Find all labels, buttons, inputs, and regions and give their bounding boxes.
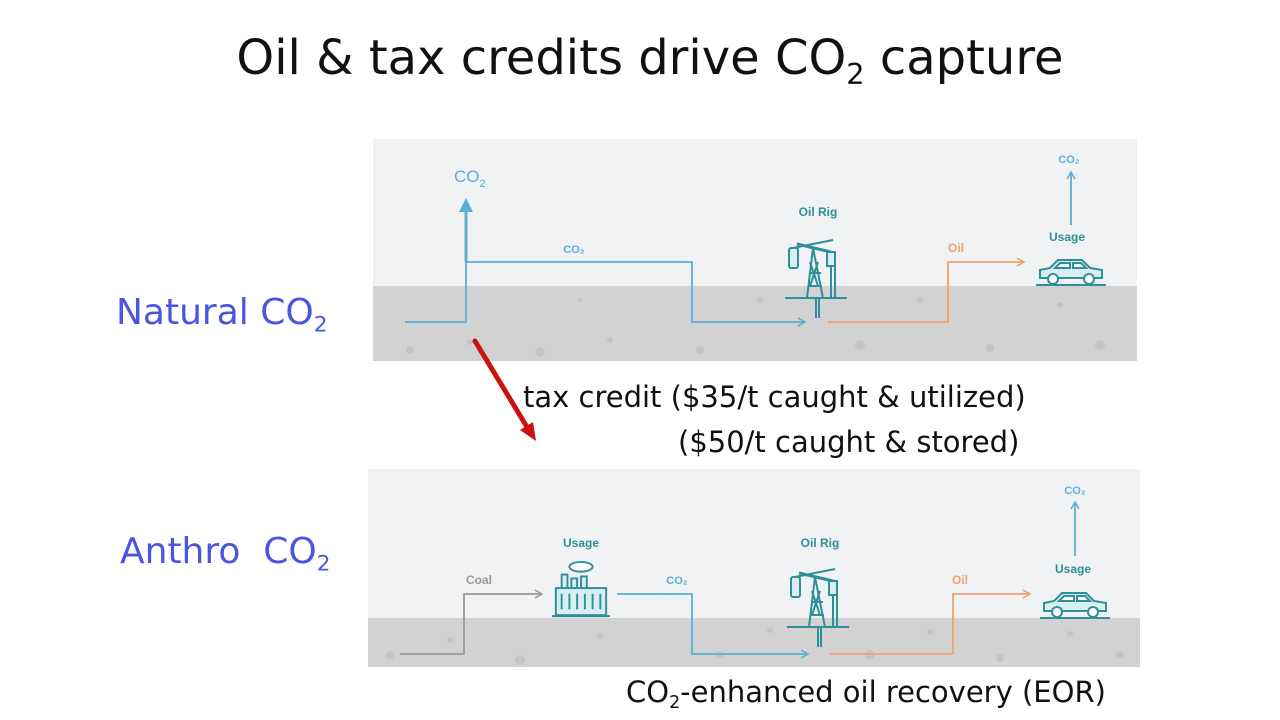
title-subscript: 2 xyxy=(846,57,865,92)
anthro-emission-label: CO₂ xyxy=(1064,485,1086,497)
anthro-co2-flow-label: CO₂ xyxy=(666,575,688,587)
anthro-oil-rig-label: Oil Rig xyxy=(801,536,840,550)
natural-ground-texture xyxy=(406,297,1105,357)
natural-usage-label: Usage xyxy=(1049,230,1085,244)
slide-title: Oil & tax credits drive CO2 capture xyxy=(0,30,1280,88)
eor-co-text: CO xyxy=(626,675,670,709)
natural-label-text: Natural CO xyxy=(116,292,314,333)
anthro-oil-flow-arrow xyxy=(830,589,1032,655)
natural-left-co2-label: CO2 xyxy=(454,167,486,190)
title-text: Oil & tax credits drive CO xyxy=(236,30,847,86)
natural-oil-flow-arrow xyxy=(828,257,1026,323)
anthro-label-text: Anthro CO xyxy=(120,531,317,572)
anthro-co2-label: Anthro CO2 xyxy=(120,531,331,575)
natural-ground xyxy=(373,286,1137,361)
anthro-oil-label: Oil xyxy=(952,573,968,587)
anthro-panel: Coal Usage CO₂ Oil Rig Oil Usage CO₂ xyxy=(368,469,1140,667)
anthro-usage-label: Usage xyxy=(1055,562,1091,576)
anthro-plant-usage-label: Usage xyxy=(563,536,599,550)
natural-panel: CO2 CO₂ Oil Rig Oil Usage CO₂ xyxy=(373,139,1137,361)
anthro-coal-label: Coal xyxy=(466,573,492,587)
natural-emission-label: CO₂ xyxy=(1058,154,1080,166)
natural-sky xyxy=(373,139,1137,286)
title-text-end: capture xyxy=(864,30,1064,86)
natural-co2-flow-arrow xyxy=(405,261,807,327)
eor-rest-text: -enhanced oil recovery (EOR) xyxy=(680,675,1106,709)
natural-co2-flow-label: CO₂ xyxy=(563,244,585,256)
eor-caption: CO2-enhanced oil recovery (EOR) xyxy=(626,675,1106,712)
natural-oil-label: Oil xyxy=(948,241,964,255)
tax-credit-line1: tax credit ($35/t caught & utilized) xyxy=(523,380,1026,414)
natural-label-subscript: 2 xyxy=(313,312,328,338)
tax-credit-arrow xyxy=(472,338,536,441)
anthro-ground-texture xyxy=(386,627,1124,665)
anthro-sky xyxy=(368,469,1140,618)
anthro-co2-flow-arrow xyxy=(617,593,810,659)
natural-co2-label: Natural CO2 xyxy=(116,292,327,336)
anthro-ground xyxy=(368,618,1140,667)
tax-credit-line2: ($50/t caught & stored) xyxy=(678,425,1020,459)
anthro-label-subscript: 2 xyxy=(316,551,331,577)
eor-subscript: 2 xyxy=(669,693,681,714)
anthro-coal-flow-arrow xyxy=(400,589,544,655)
natural-oil-rig-label: Oil Rig xyxy=(799,205,838,219)
